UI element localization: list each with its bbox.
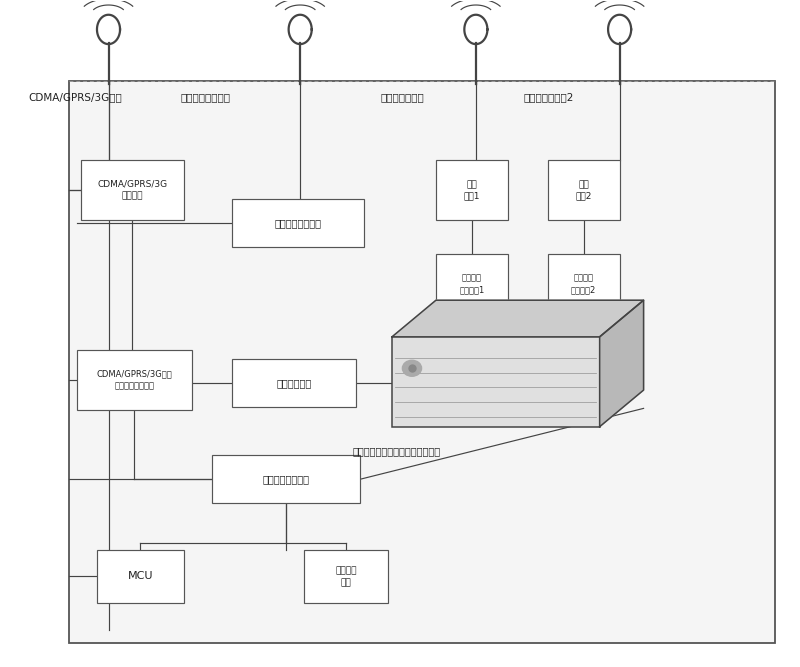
Bar [232, 199, 364, 247]
Text: 无线自组网天线2: 无线自组网天线2 [524, 92, 574, 102]
Text: 视频会议
终端: 视频会议 终端 [335, 566, 357, 587]
Bar [81, 161, 184, 220]
Bar [436, 161, 508, 220]
Text: 无线自组网天线: 无线自组网天线 [380, 92, 424, 102]
Bar [392, 337, 600, 427]
Text: 无线电站
率放大器1: 无线电站 率放大器1 [459, 273, 485, 294]
Bar [212, 456, 360, 503]
Polygon shape [600, 300, 643, 427]
Bar [232, 359, 356, 407]
Text: 电源控制模块: 电源控制模块 [277, 378, 312, 388]
Polygon shape [392, 300, 643, 337]
Text: 天线
接口2: 天线 接口2 [575, 180, 592, 201]
Text: CDMA/GPRS/3G天线: CDMA/GPRS/3G天线 [29, 92, 122, 102]
Text: 网络控制接口模块: 网络控制接口模块 [262, 474, 310, 484]
Text: 多手段无线通信路由调度管理模块: 多手段无线通信路由调度管理模块 [352, 447, 440, 457]
Bar [304, 550, 388, 603]
Text: 无线电站
率放大器2: 无线电站 率放大器2 [571, 273, 596, 294]
Text: 全球卫星定位天线: 全球卫星定位天线 [180, 92, 230, 102]
Bar [97, 550, 184, 603]
Bar [548, 253, 620, 313]
Text: 全球卫星定位模块: 全球卫星定位模块 [274, 218, 322, 228]
Text: 天线
接口1: 天线 接口1 [464, 180, 480, 201]
Bar [77, 350, 192, 410]
Bar [69, 81, 775, 643]
Bar [548, 161, 620, 220]
Text: CDMA/GPRS/3G
天线接口: CDMA/GPRS/3G 天线接口 [98, 180, 167, 201]
Circle shape [402, 360, 422, 376]
Text: MCU: MCU [128, 572, 154, 582]
Text: CDMA/GPRS/3G移动
无线通信功能模块: CDMA/GPRS/3G移动 无线通信功能模块 [97, 370, 172, 390]
Bar [436, 253, 508, 313]
